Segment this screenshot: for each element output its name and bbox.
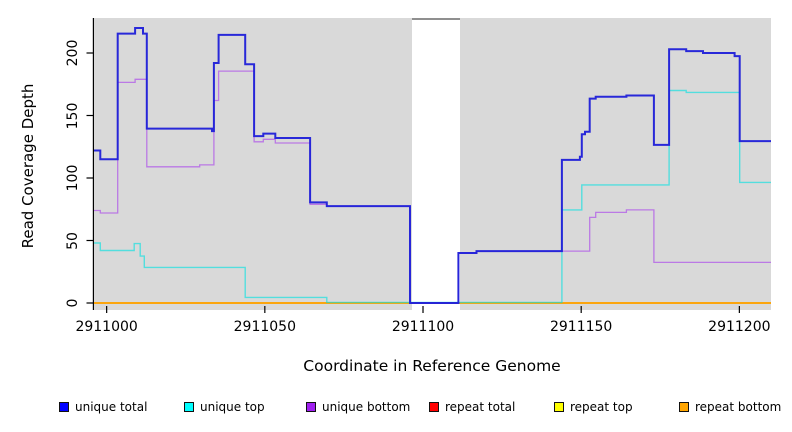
legend-swatch-icon — [184, 402, 194, 412]
y-tick-label: 200 — [65, 39, 81, 67]
series-line-unique-top — [94, 89, 771, 304]
legend-item-repeat-total: repeat total — [429, 399, 515, 415]
x-tick-label: 2911000 — [75, 319, 138, 335]
legend-item-unique-top: unique top — [184, 399, 265, 415]
legend-swatch-icon — [679, 402, 689, 412]
x-tick-label: 2911100 — [391, 319, 455, 335]
legend-swatch-icon — [554, 402, 564, 412]
legend-label: repeat total — [445, 400, 516, 414]
y-tick-label: 150 — [65, 102, 81, 129]
y-tick-label: 50 — [65, 231, 81, 250]
x-tick-label: 2911050 — [233, 319, 296, 335]
legend-swatch-icon — [429, 402, 439, 412]
series-line-unique-total — [94, 27, 771, 304]
legend-swatch-icon — [59, 402, 69, 412]
legend-label: repeat bottom — [695, 400, 782, 414]
legend-label: unique total — [75, 400, 148, 414]
legend-item-unique-total: unique total — [59, 399, 147, 415]
legend-item-unique-bottom: unique bottom — [306, 399, 410, 415]
legend-label: unique bottom — [322, 400, 411, 414]
x-tick-label: 2911200 — [708, 319, 771, 335]
legend-item-repeat-bottom: repeat bottom — [679, 399, 781, 415]
y-tick-label: 0 — [65, 298, 81, 308]
x-axis-title: Coordinate in Reference Genome — [303, 357, 561, 375]
y-tick-label: 100 — [65, 164, 81, 192]
legend-item-repeat-top: repeat top — [554, 399, 633, 415]
masked-gap-band — [411, 18, 460, 310]
y-axis-title: Read Coverage Depth — [19, 83, 37, 249]
series-line-unique-bottom — [94, 70, 771, 304]
x-tick-label: 2911150 — [549, 319, 613, 335]
legend-swatch-icon — [306, 402, 316, 412]
legend-label: repeat top — [570, 400, 633, 414]
legend-label: unique top — [200, 400, 265, 414]
